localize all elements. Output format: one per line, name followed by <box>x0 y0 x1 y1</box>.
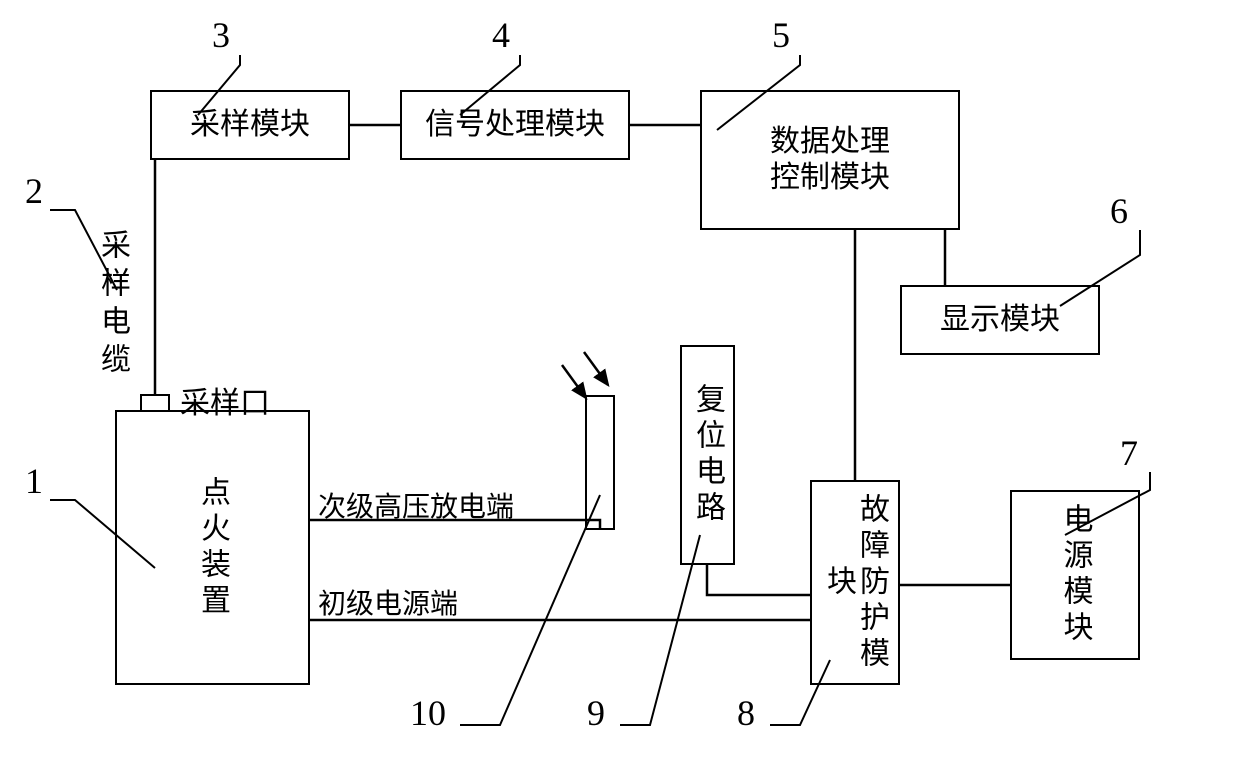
secondary-hv-label: 次级高压放电端 <box>318 485 514 525</box>
power-module-block: 电源模块 <box>1010 490 1140 660</box>
power-module-label: 电源模块 <box>1059 503 1092 647</box>
sampling-cable-label: 采样电缆 <box>90 198 168 381</box>
callout-num-8: 8 <box>737 692 755 734</box>
sampling-port-label: 采样口 <box>180 378 270 422</box>
spark-arrow-1 <box>562 365 586 398</box>
reset-circuit-label: 复位电路 <box>691 383 724 527</box>
ignition-device-block: 点火装置 <box>115 410 310 685</box>
callout-num-6: 6 <box>1110 190 1128 232</box>
leader-10 <box>460 495 600 725</box>
data-module-label: 数据处理 控制模块 <box>770 124 890 196</box>
sampling-module-label: 采样模块 <box>190 107 310 143</box>
signal-module-block: 信号处理模块 <box>400 90 630 160</box>
display-module-label: 显示模块 <box>940 302 1060 338</box>
primary-power-label: 初级电源端 <box>318 582 458 622</box>
wire-reset-fault <box>707 565 810 595</box>
ignition-device-label: 点火装置 <box>196 476 229 620</box>
display-module-block: 显示模块 <box>900 285 1100 355</box>
spark-gap-block <box>585 395 615 530</box>
callout-num-4: 4 <box>492 14 510 56</box>
sampling-module-block: 采样模块 <box>150 90 350 160</box>
callout-num-10: 10 <box>410 692 446 734</box>
spark-arrow-2 <box>584 352 608 385</box>
callout-num-7: 7 <box>1120 432 1138 474</box>
callout-num-1: 1 <box>25 460 43 502</box>
fault-module-label: 故障防护模块 <box>822 482 888 683</box>
callout-num-2: 2 <box>25 170 43 212</box>
reset-circuit-block: 复位电路 <box>680 345 735 565</box>
callout-num-3: 3 <box>212 14 230 56</box>
callout-num-9: 9 <box>587 692 605 734</box>
callout-num-5: 5 <box>772 14 790 56</box>
signal-module-label: 信号处理模块 <box>425 107 605 143</box>
data-module-block: 数据处理 控制模块 <box>700 90 960 230</box>
sampling-port-rect <box>140 394 170 410</box>
fault-module-block: 故障防护模块 <box>810 480 900 685</box>
